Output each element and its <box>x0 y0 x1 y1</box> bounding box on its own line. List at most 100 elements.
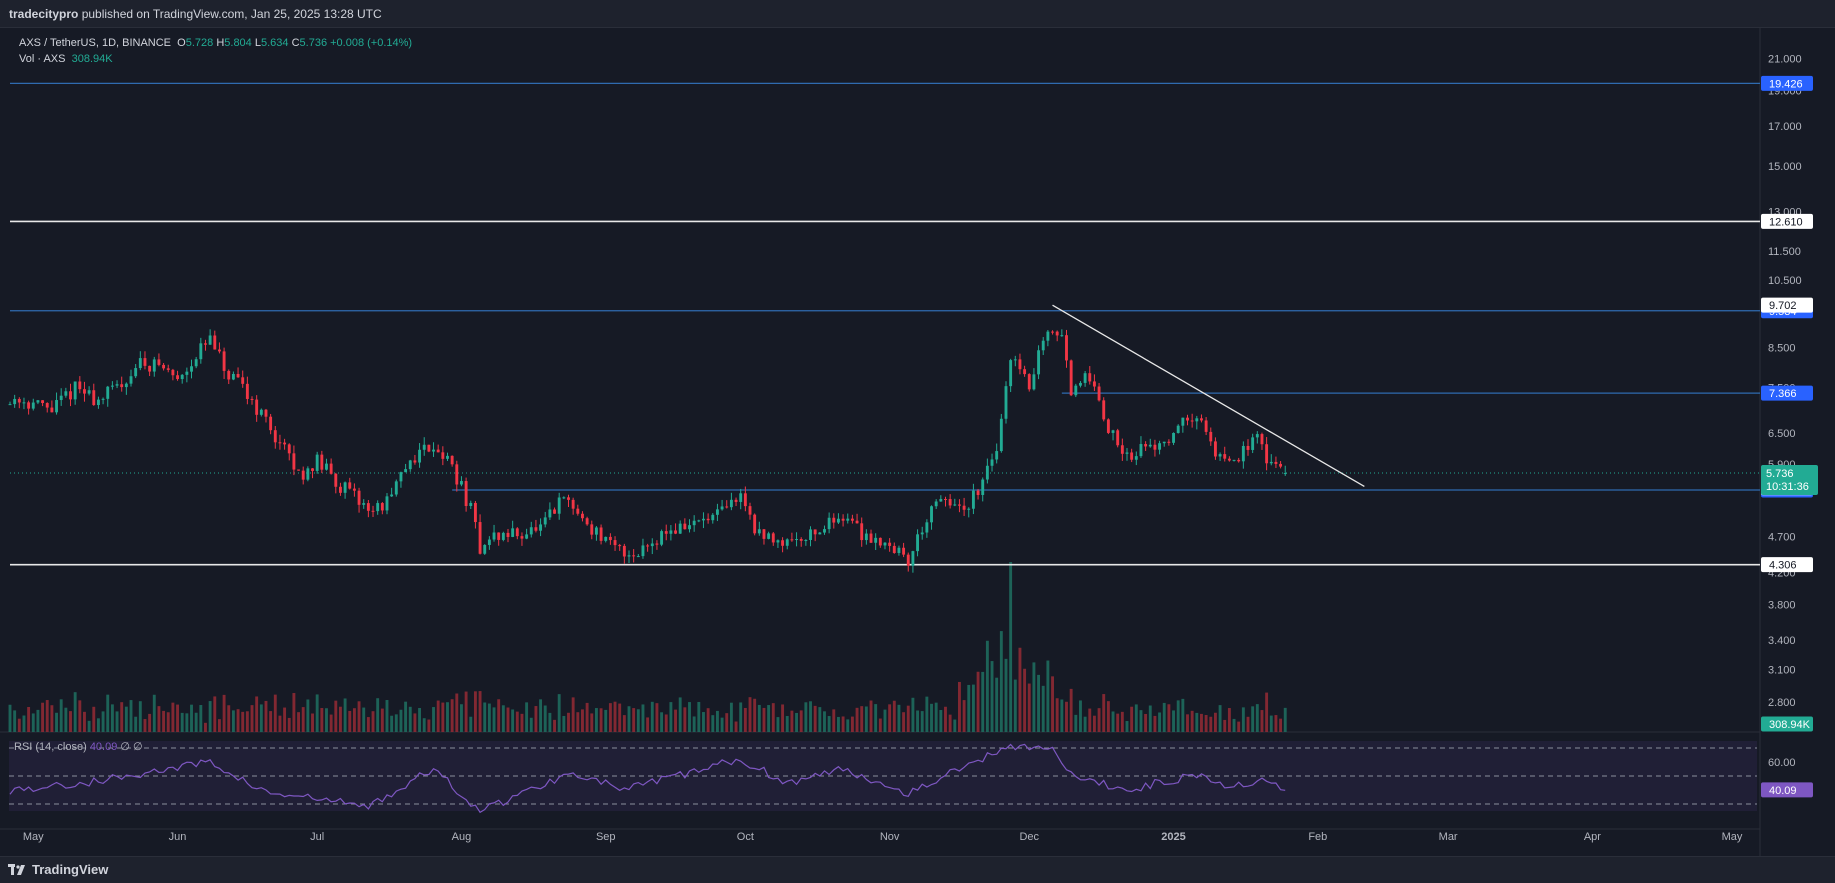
volume-bar <box>371 711 375 732</box>
volume-bar <box>473 691 477 732</box>
candle-body <box>166 368 170 370</box>
candle-body <box>832 517 836 523</box>
volume-bar <box>557 694 561 732</box>
time-axis[interactable]: May Jun Jul Aug Sep Oct Nov Dec 2025 Feb Mar Apr May <box>23 831 1743 843</box>
candle-body <box>753 514 757 534</box>
volume-bar <box>171 702 175 732</box>
volume-bar <box>269 711 273 732</box>
tradingview-logo[interactable]: TradingView <box>8 862 108 877</box>
candle-body <box>473 502 477 523</box>
legend-symbol[interactable]: AXS / TetherUS, 1D, BINANCE <box>19 37 172 49</box>
candle-body <box>418 449 422 463</box>
volume-bar <box>594 708 598 732</box>
time-tick-label: Nov <box>880 831 900 843</box>
volume-bar <box>511 709 515 732</box>
price-tick-label: 15.000 <box>1768 161 1802 173</box>
volume-bar <box>850 716 854 732</box>
volume-bar <box>697 701 701 732</box>
candle-body <box>124 383 128 388</box>
candle-body <box>450 455 454 465</box>
volume-bar <box>273 694 277 732</box>
candle-body <box>771 533 775 543</box>
candle-body <box>427 444 431 452</box>
candle-body <box>688 525 691 530</box>
volume-bar <box>138 701 142 732</box>
symbol-legend: AXS / TetherUS, 1D, BINANCE O5.728 H5.80… <box>19 35 412 67</box>
time-tick-label: Jul <box>310 831 324 843</box>
candle-body <box>581 513 584 519</box>
candle-body <box>1213 441 1217 457</box>
candle-body <box>1009 360 1013 387</box>
candle-body <box>241 377 245 384</box>
candle-body <box>525 534 529 539</box>
time-tick-label: May <box>23 831 44 843</box>
price-labels: 19.42612.6109.5347.3665.4394.3069.7025.4… <box>1761 75 1818 798</box>
candle-body <box>1079 382 1082 386</box>
volume-bar <box>836 716 840 732</box>
candle-body <box>64 391 68 396</box>
candle-body <box>36 400 40 403</box>
time-tick-label: Aug <box>452 831 472 843</box>
candle-body <box>1195 418 1199 422</box>
volume-bar <box>460 704 463 732</box>
candle-body <box>1153 444 1157 450</box>
candle-body <box>227 370 231 380</box>
volume-bar <box>50 705 54 732</box>
candle-body <box>1158 443 1162 450</box>
volume-bar <box>1120 711 1124 732</box>
author-name[interactable]: tradecitypro <box>9 7 79 21</box>
candle-body <box>110 385 114 387</box>
volume-bar <box>753 698 757 732</box>
candle-body <box>1037 350 1041 375</box>
candle-body <box>646 545 650 547</box>
volume-bar <box>124 706 128 732</box>
candle-body <box>683 523 687 530</box>
candle-body <box>487 539 491 545</box>
volume-bar <box>636 709 640 732</box>
footer-bar: TradingView <box>0 856 1835 883</box>
volume-bar <box>1153 715 1157 732</box>
rsi-tick-label: 60.00 <box>1768 757 1796 769</box>
candle-body <box>878 537 882 546</box>
volume-bar <box>823 711 826 732</box>
volume-bar <box>394 714 398 732</box>
rsi-label[interactable]: RSI (14, close) <box>14 741 87 753</box>
volume-bar <box>874 704 878 732</box>
candle-body <box>208 335 212 345</box>
candle-body <box>1004 386 1008 419</box>
price-tick-label: 11.500 <box>1768 246 1801 258</box>
volume-bar <box>790 710 794 732</box>
candle-body <box>855 520 859 524</box>
volume-bar <box>543 705 547 732</box>
price-chart[interactable]: 60.00 21.00019.00017.00015.00013.00011.5… <box>0 28 1835 856</box>
volume-bar <box>995 677 999 732</box>
volume-bar <box>655 703 659 732</box>
volume-bar <box>985 640 989 732</box>
candle-body <box>1246 445 1250 450</box>
candle-body <box>548 509 552 518</box>
candle-body <box>250 398 254 400</box>
candle-body <box>776 540 780 543</box>
volume-bar <box>567 712 570 732</box>
legend-low-label: L <box>254 37 261 49</box>
candle-body <box>501 532 505 540</box>
volume-bar <box>944 706 947 732</box>
volume-bar <box>1172 710 1175 732</box>
volume-bar <box>1144 713 1148 732</box>
volume-bar <box>297 712 301 732</box>
level-price-label: 12.610 <box>1769 216 1803 228</box>
volume-bar <box>939 710 943 732</box>
volume-bar <box>339 706 342 732</box>
volume-bar <box>534 706 538 732</box>
candle-body <box>781 540 785 546</box>
candle-body <box>818 532 822 535</box>
candle-body <box>567 497 570 500</box>
candle-body <box>120 384 124 388</box>
volume-bar <box>999 631 1003 732</box>
candle-body <box>31 402 35 409</box>
candle-body <box>804 540 808 542</box>
candle-body <box>1125 452 1129 454</box>
volume-bar <box>613 701 617 732</box>
legend-vol-label[interactable]: Vol · AXS <box>19 53 66 65</box>
volume-bar <box>129 700 133 732</box>
